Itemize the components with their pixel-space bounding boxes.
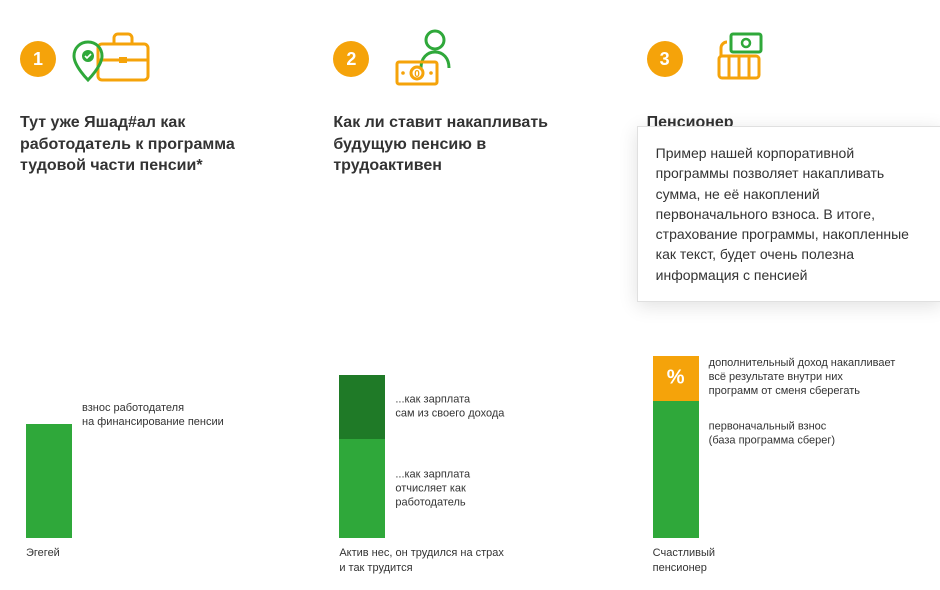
step-1-chart: взнос работодателяна финансирование пенс… — [20, 348, 293, 580]
step-2: 2 0 Как ли ставит накапливатьбудущую пен… — [333, 20, 606, 580]
step-2-chart: ...как зарплатасам из своего дохода ...к… — [333, 348, 606, 580]
bar-segment — [26, 424, 72, 538]
steps-row: 1 Тут уже Яшад#ал какработодатель к прог… — [20, 20, 920, 580]
bar-segment-label: ...как зарплатасам из своего дохода — [395, 393, 585, 422]
step-heading: Как ли ставит накапливатьбудущую пенсию … — [333, 112, 606, 178]
bar-segment: ...как зарплатаотчисляет какработодатель — [339, 439, 385, 538]
bar-segment-label: дополнительный доход накапливаетвсё резу… — [709, 356, 899, 399]
svg-text:0: 0 — [415, 69, 421, 80]
step-number-badge: 1 — [20, 41, 56, 77]
bar-segment: первоначальный взнос(база программа сбер… — [653, 401, 699, 538]
percent-icon: % — [653, 367, 699, 390]
step-number-badge: 3 — [647, 41, 683, 77]
bar-segment-label: первоначальный взнос(база программа сбер… — [709, 420, 899, 449]
x-axis-label: Эгегей — [26, 546, 293, 561]
bar-segment-label: взнос работодателяна финансирование пенс… — [82, 401, 272, 430]
briefcase-pin-icon — [70, 26, 154, 92]
step-3: 3 Пенсионер Пример нашей корпоративной п… — [647, 20, 920, 580]
step-3-chart: % дополнительный доход накапливаетвсё ре… — [647, 348, 920, 580]
bar-segment-label: ...как зарплатаотчисляет какработодатель — [395, 467, 585, 510]
bar-segment: ...как зарплатасам из своего дохода — [339, 375, 385, 440]
step-1: 1 Тут уже Яшад#ал какработодатель к прог… — [20, 20, 293, 580]
hand-money-icon — [697, 26, 781, 92]
x-axis-label: Счастливыйпенсионер — [653, 546, 920, 576]
step-number-badge: 2 — [333, 41, 369, 77]
person-cash-icon: 0 — [383, 26, 467, 92]
x-axis-label: Актив нес, он трудился на страхи так тру… — [339, 546, 606, 576]
info-tooltip: Пример нашей корпоративной программы поз… — [637, 126, 940, 302]
bar-segment: % дополнительный доход накапливаетвсё ре… — [653, 356, 699, 402]
step-heading: Тут уже Яшад#ал какработодатель к програ… — [20, 112, 293, 178]
